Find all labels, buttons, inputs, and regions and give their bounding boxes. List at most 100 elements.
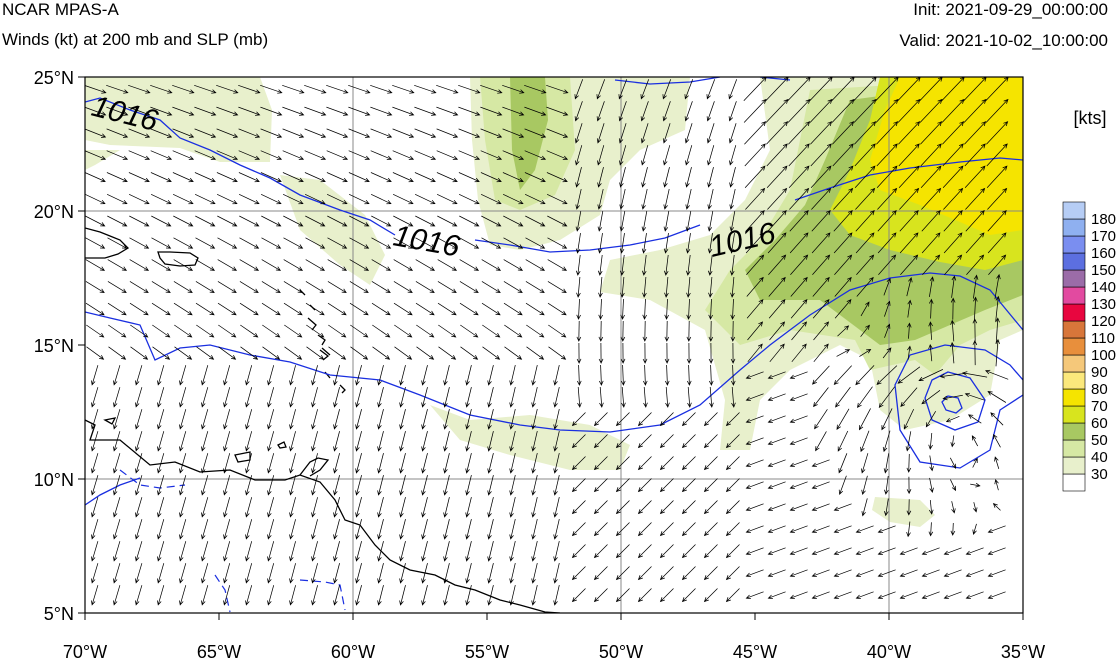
wind-arrow	[289, 431, 296, 452]
wind-arrow	[113, 387, 121, 408]
wind-arrow	[421, 387, 428, 408]
wind-arrow	[355, 563, 362, 584]
wind-arrow	[659, 412, 674, 427]
wind-arrow	[619, 145, 627, 166]
wind-arrow	[906, 476, 912, 495]
wind-arrow	[355, 475, 362, 496]
wind-arrow	[135, 497, 143, 518]
lon-label-40w: 40°W	[867, 642, 911, 662]
wind-arrow	[372, 346, 391, 360]
wind-arrow	[965, 210, 985, 232]
wind-arrow	[767, 210, 787, 232]
colorbar-unit: [kts]	[1073, 108, 1106, 128]
wind-arrow	[289, 387, 296, 408]
wind-arrow	[524, 128, 547, 138]
wind-arrow	[987, 187, 1008, 210]
wind-arrow	[546, 84, 569, 94]
wind-arrow	[811, 569, 830, 577]
wind-arrow	[855, 232, 875, 254]
wind-arrow	[392, 106, 415, 116]
wind-arrow	[135, 453, 143, 474]
wind-arrow	[877, 525, 896, 533]
wind-arrow	[745, 591, 764, 599]
wind-arrow	[223, 563, 231, 584]
wind-arrow	[135, 475, 143, 496]
wind-arrow	[327, 281, 347, 294]
wind-arrow	[157, 497, 165, 518]
wind-arrow	[815, 431, 827, 452]
wind-arrow	[260, 128, 283, 138]
wind-arrow	[681, 544, 696, 559]
wind-arrow	[509, 475, 516, 496]
wind-arrow	[811, 503, 830, 511]
wind-arrow	[415, 215, 436, 227]
wind-arrow	[216, 172, 238, 183]
wind-arrow	[593, 522, 608, 537]
wind-arrow	[571, 412, 586, 427]
wind-arrow	[598, 320, 604, 342]
wind-arrow	[333, 409, 340, 430]
wind-arrow	[179, 365, 187, 386]
wind-arrow	[399, 541, 406, 562]
border-guyana	[214, 574, 231, 613]
wind-arrow	[128, 128, 151, 138]
colorbar-swatch	[1062, 405, 1086, 424]
wind-arrow	[377, 585, 384, 606]
wind-arrow	[349, 302, 369, 316]
wind-arrow	[267, 497, 275, 518]
wind-arrow	[855, 547, 874, 555]
wind-arrow	[596, 123, 605, 144]
wind-arrow	[598, 364, 604, 386]
wind-arrow	[283, 302, 303, 316]
wind-arrow	[962, 371, 988, 378]
wind-arrow	[393, 259, 414, 271]
wind-arrow	[465, 431, 472, 452]
wind-arrow	[465, 519, 472, 540]
wind-arrow	[333, 519, 340, 540]
wind-arrow	[502, 172, 524, 183]
wind-arrow	[745, 547, 764, 555]
wind-arrow	[372, 324, 391, 338]
wind-arrow	[725, 412, 740, 427]
wind-arrow	[179, 519, 187, 540]
wind-arrow	[615, 544, 630, 559]
wind-arrow	[245, 409, 253, 430]
wind-arrow	[877, 547, 896, 555]
wind-arrow	[107, 281, 127, 294]
wind-arrow	[833, 187, 854, 210]
wind-arrow	[106, 84, 129, 94]
colorbar-level-label: 140	[1091, 279, 1116, 296]
wind-arrow	[767, 187, 788, 210]
wind-arrow	[306, 346, 325, 360]
wind-arrow	[503, 215, 524, 227]
colorbar-level-label: 130	[1091, 296, 1116, 313]
wind-arrow	[201, 585, 209, 606]
wind-arrow	[877, 591, 896, 599]
wind-arrow	[333, 387, 340, 408]
wind-arrow	[91, 453, 99, 474]
wind-arrow	[641, 167, 648, 188]
wind-arrow	[509, 563, 516, 584]
wind-arrow	[994, 456, 1000, 470]
wind-arrow	[861, 453, 869, 474]
wind-arrow	[789, 437, 808, 445]
wind-arrow	[86, 346, 105, 360]
wind-arrow	[443, 475, 450, 496]
wind-arrow	[267, 365, 275, 386]
wind-arrow	[157, 431, 165, 452]
wind-arrow	[789, 371, 808, 379]
wind-arrow	[921, 591, 940, 599]
wind-arrow	[524, 106, 547, 116]
wind-arrow	[223, 387, 231, 408]
wind-arrow	[945, 415, 960, 423]
wind-arrow	[929, 477, 934, 493]
wind-arrow	[85, 150, 107, 160]
wind-arrow	[370, 106, 393, 116]
wind-arrow	[326, 128, 349, 138]
wind-arrow	[524, 193, 546, 205]
colorbar-level-label: 30	[1091, 466, 1108, 483]
wind-arrow	[838, 475, 847, 496]
wind-arrow	[883, 277, 891, 296]
wind-arrow	[91, 409, 99, 430]
wind-arrow	[861, 475, 868, 496]
